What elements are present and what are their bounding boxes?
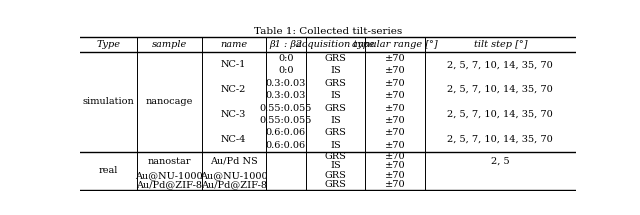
Text: ±70: ±70 [385,104,405,113]
Text: Au@NU-1000: Au@NU-1000 [200,171,268,180]
Text: 2, 5, 7, 10, 14, 35, 70: 2, 5, 7, 10, 14, 35, 70 [447,85,553,94]
Text: 0.3:0.03: 0.3:0.03 [266,79,306,88]
Text: Type: Type [97,40,120,49]
Text: Au/Pd@ZIF-8: Au/Pd@ZIF-8 [136,180,202,189]
Text: acquisition type: acquisition type [296,40,375,49]
Text: ±70: ±70 [385,129,405,138]
Text: GRS: GRS [324,129,346,138]
Text: 0.55:0.055: 0.55:0.055 [260,104,312,113]
Text: GRS: GRS [324,171,346,180]
Text: GRS: GRS [324,79,346,88]
Text: ±70: ±70 [385,161,405,170]
Text: IS: IS [330,141,341,150]
Text: Au/Pd NS: Au/Pd NS [210,157,258,166]
Text: NC-1: NC-1 [221,60,246,69]
Text: ±70: ±70 [385,171,405,180]
Text: IS: IS [330,116,341,125]
Text: 2, 5, 7, 10, 14, 35, 70: 2, 5, 7, 10, 14, 35, 70 [447,135,553,144]
Text: 0:0: 0:0 [278,66,294,75]
Text: Au@NU-1000: Au@NU-1000 [136,171,203,180]
Text: 0.6:0.06: 0.6:0.06 [266,141,306,150]
Text: 2, 5, 7, 10, 14, 35, 70: 2, 5, 7, 10, 14, 35, 70 [447,60,553,69]
Text: ±70: ±70 [385,141,405,150]
Text: IS: IS [330,161,341,170]
Text: nanostar: nanostar [148,157,191,166]
Text: β1 : β2: β1 : β2 [269,40,303,49]
Text: ±70: ±70 [385,79,405,88]
Text: ±70: ±70 [385,116,405,125]
Text: NC-3: NC-3 [221,110,246,119]
Text: name: name [220,40,247,49]
Text: 2, 5: 2, 5 [491,157,509,166]
Text: ±70: ±70 [385,66,405,75]
Text: IS: IS [330,91,341,100]
Text: real: real [99,166,118,175]
Text: ±70: ±70 [385,152,405,161]
Text: GRS: GRS [324,54,346,63]
Text: GRS: GRS [324,180,346,189]
Text: 2, 5, 7, 10, 14, 35, 70: 2, 5, 7, 10, 14, 35, 70 [447,110,553,119]
Text: Table 1: Collected tilt-series: Table 1: Collected tilt-series [254,27,402,36]
Text: simulation: simulation [83,97,134,106]
Text: tilt step [°]: tilt step [°] [474,40,527,49]
Text: 0.55:0.055: 0.55:0.055 [260,116,312,125]
Text: Au/Pd@ZIF-8: Au/Pd@ZIF-8 [201,180,267,189]
Text: GRS: GRS [324,152,346,161]
Text: annular range [°]: annular range [°] [352,40,438,49]
Text: sample: sample [152,40,187,49]
Text: GRS: GRS [324,104,346,113]
Text: ±70: ±70 [385,54,405,63]
Text: IS: IS [330,66,341,75]
Text: NC-2: NC-2 [221,85,246,94]
Text: 0:0: 0:0 [278,54,294,63]
Text: ±70: ±70 [385,180,405,189]
Text: NC-4: NC-4 [221,135,246,144]
Text: 0.3:0.03: 0.3:0.03 [266,91,306,100]
Text: 0.6:0.06: 0.6:0.06 [266,129,306,138]
Text: ±70: ±70 [385,91,405,100]
Text: nanocage: nanocage [145,97,193,106]
